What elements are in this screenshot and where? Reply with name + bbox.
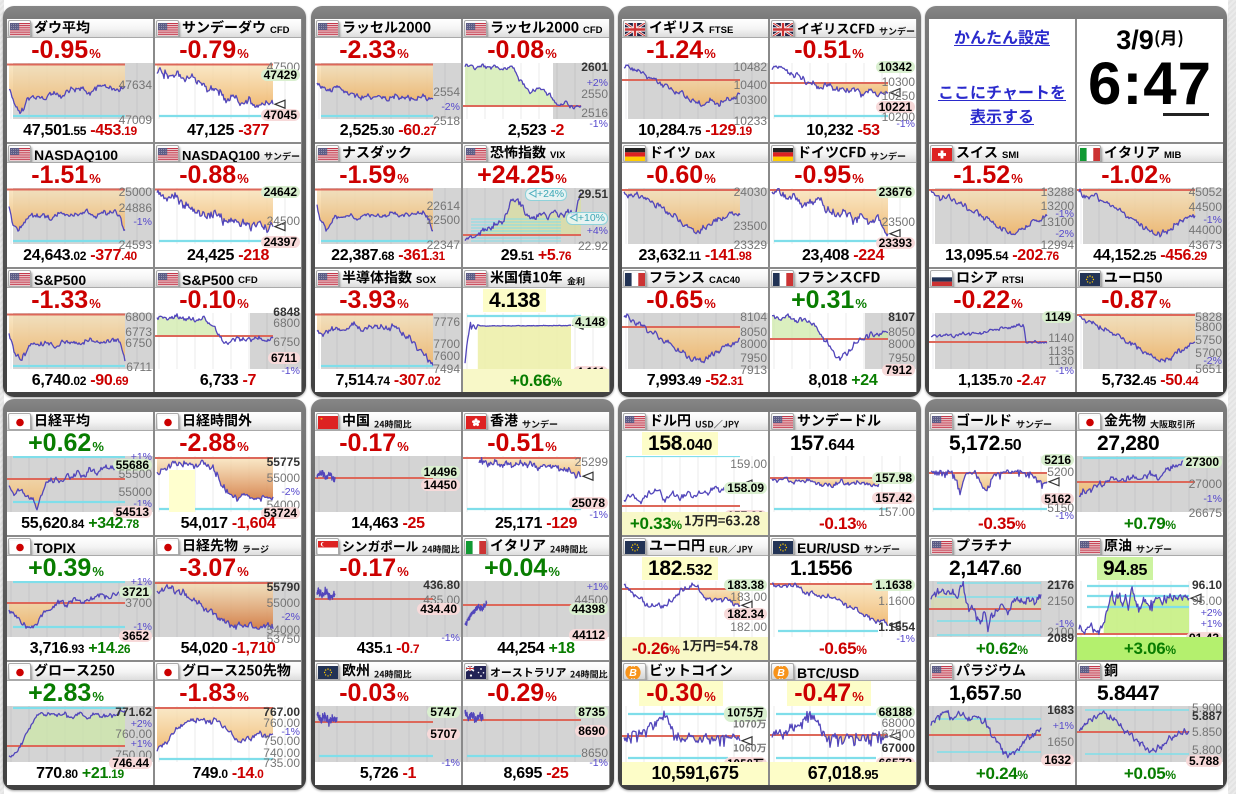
svg-text:B: B (777, 667, 785, 679)
svg-text:B: B (629, 667, 637, 679)
